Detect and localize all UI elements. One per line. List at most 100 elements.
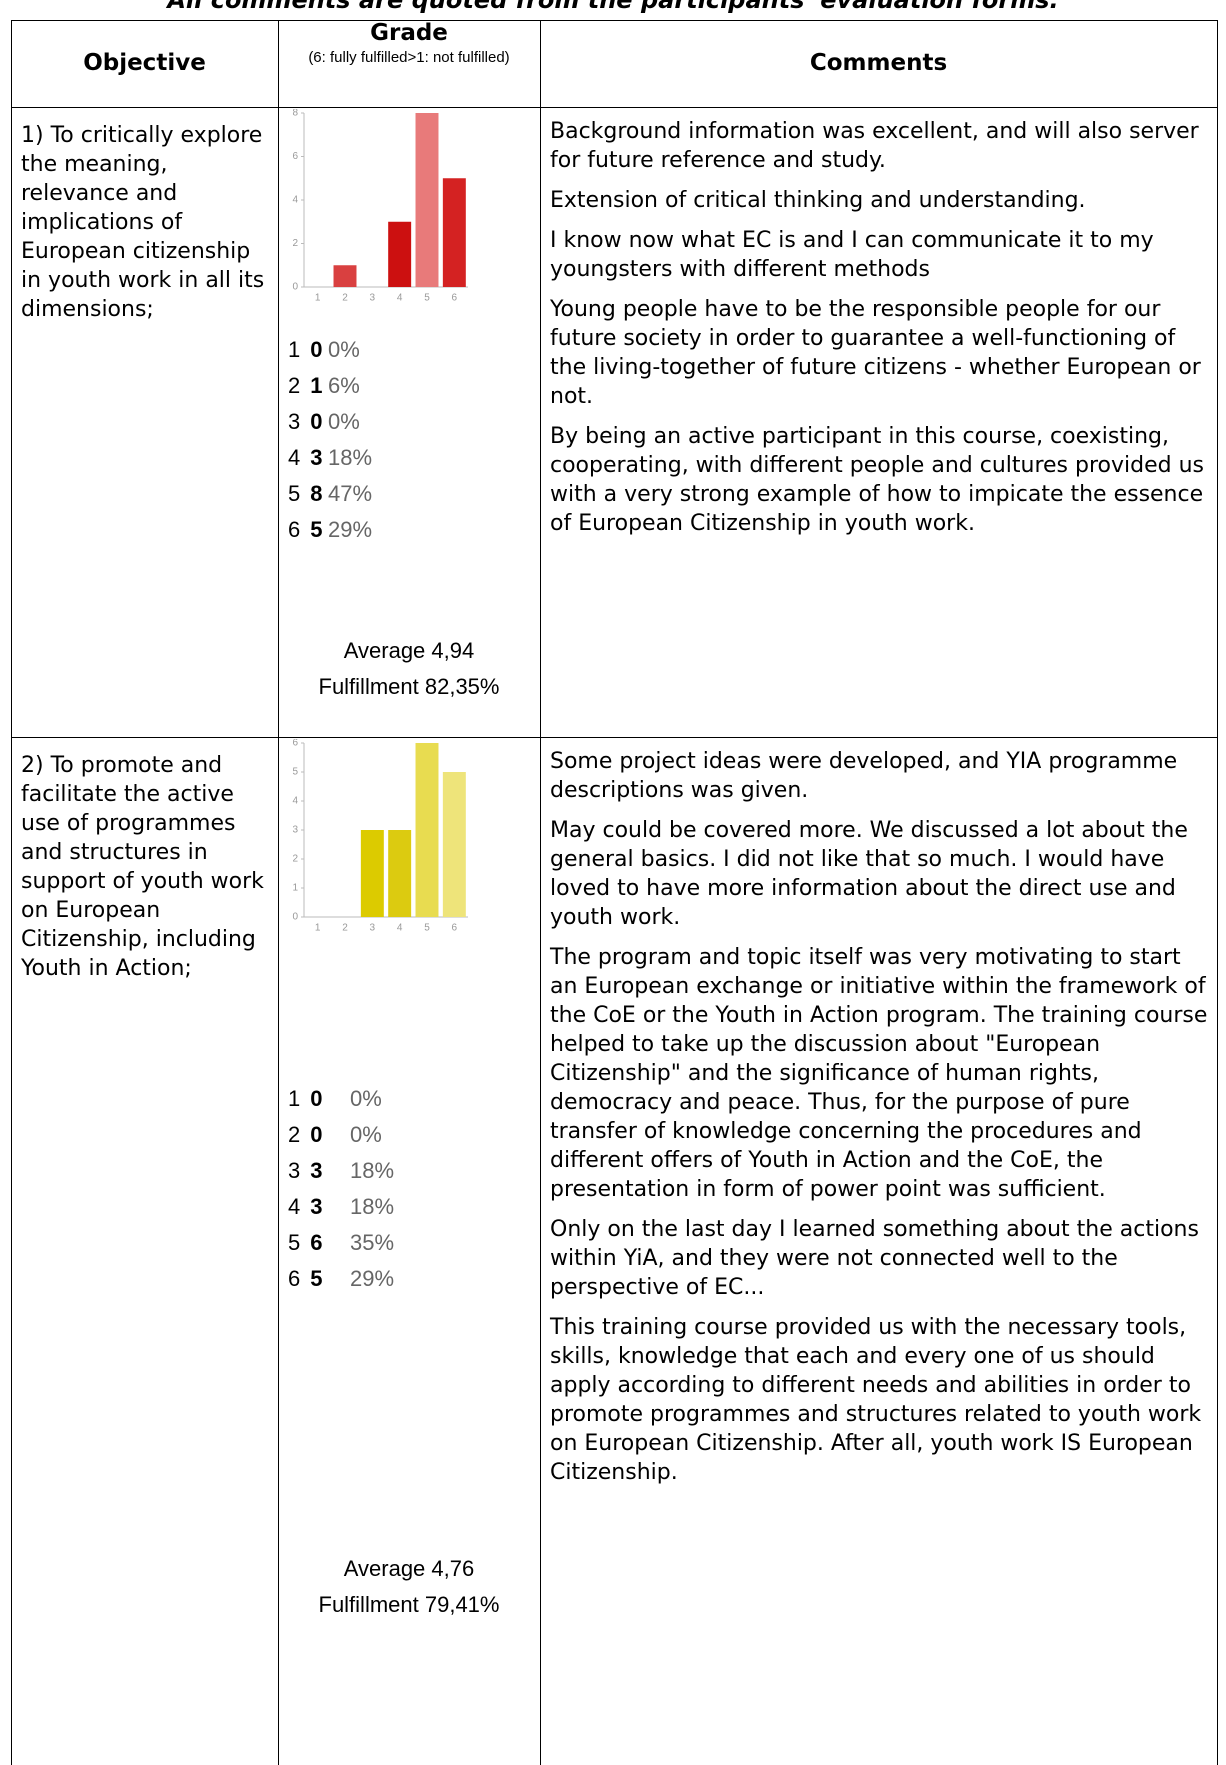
- grade: 2: [288, 373, 301, 398]
- comment: This training course provided us with th…: [550, 1315, 1202, 1485]
- x-tick-label: 2: [342, 923, 348, 934]
- percent: 6%: [328, 373, 360, 398]
- grade: 6: [288, 1266, 301, 1291]
- percent: 18%: [350, 1158, 395, 1183]
- grade-count-row: 4 3 18%: [288, 445, 528, 471]
- count: 6: [310, 1230, 323, 1255]
- count: 3: [310, 445, 323, 470]
- grade-count-row: 4 3 18%: [288, 1194, 528, 1220]
- count: 0: [310, 1086, 323, 1111]
- header-grade: Grade: [370, 20, 448, 46]
- comment: Young people have to be the responsible …: [550, 297, 1201, 409]
- count: 0: [310, 1122, 323, 1147]
- count: 3: [310, 1158, 323, 1183]
- grade-count-row: 3 3 18%: [288, 1158, 528, 1184]
- comment: The program and topic itself was very mo…: [550, 945, 1208, 1202]
- y-tick-label: 5: [292, 767, 298, 778]
- percent: 29%: [328, 517, 373, 542]
- grade: 6: [288, 517, 301, 542]
- y-tick-label: 0: [292, 282, 298, 293]
- comment: I know now what EC is and I can communic…: [550, 228, 1154, 282]
- grade-count-row: 5 6 35%: [288, 1230, 528, 1256]
- average: Average 4,76: [343, 1556, 475, 1581]
- grade-count-row: 6 5 29%: [288, 1266, 528, 1292]
- count: 5: [310, 517, 323, 542]
- fulfillment: Fulfillment 79,41%: [318, 1592, 500, 1617]
- grade: 1: [288, 337, 301, 362]
- y-tick-label: 8: [292, 109, 298, 119]
- table-border: [11, 107, 1218, 108]
- x-tick-label: 5: [424, 923, 430, 934]
- count: 1: [310, 373, 323, 398]
- grade-count-row: 5 8 47%: [288, 481, 528, 507]
- percent: 18%: [328, 445, 373, 470]
- percent: 35%: [350, 1230, 395, 1255]
- y-tick-label: 1: [292, 883, 298, 894]
- grade: 5: [288, 481, 301, 506]
- grade: 2: [288, 1122, 301, 1147]
- percent: 0%: [328, 409, 360, 434]
- table-border: [11, 737, 1218, 738]
- bar: [415, 743, 439, 917]
- header-grade-note: (6: fully fulfilled>1: not fulfilled): [308, 49, 510, 66]
- grade: 5: [288, 1230, 301, 1255]
- note: All comments are quoted from the partici…: [167, 0, 1059, 14]
- grade-count-row: 2 0 0%: [288, 1122, 528, 1148]
- bar: [388, 221, 412, 287]
- grade-count-row: 6 5 29%: [288, 517, 528, 543]
- grade: 3: [288, 1158, 301, 1183]
- bar: [388, 830, 412, 917]
- count: 3: [310, 1194, 323, 1219]
- grade: 4: [288, 1194, 301, 1219]
- bar: [442, 178, 466, 287]
- y-tick-label: 3: [292, 825, 298, 836]
- objective: 1) To critically explore the meaning, re…: [21, 123, 265, 322]
- comments: Background information was excellent, an…: [550, 117, 1213, 549]
- grade: 3: [288, 409, 301, 434]
- comment: Some project ideas were developed, and Y…: [550, 749, 1178, 803]
- percent: 29%: [350, 1266, 395, 1291]
- table-border: [11, 20, 12, 1765]
- comment: May could be covered more. We discussed …: [550, 818, 1188, 930]
- comment: Background information was excellent, an…: [550, 119, 1199, 173]
- percent: 0%: [350, 1086, 382, 1111]
- x-tick-label: 2: [342, 293, 348, 304]
- count: 0: [310, 337, 323, 362]
- bar: [333, 265, 357, 287]
- y-tick-label: 2: [292, 854, 298, 865]
- y-tick-label: 0: [292, 912, 298, 923]
- count: 8: [310, 481, 323, 506]
- comment: Only on the last day I learned something…: [550, 1217, 1199, 1300]
- y-tick-label: 2: [292, 238, 298, 249]
- grade-chart: 0 2 4 6 8 1 2 3 4 5 6: [292, 109, 468, 304]
- x-tick-label: 6: [452, 923, 458, 934]
- bar: [415, 113, 439, 287]
- grade-count-row: 2 1 6%: [288, 373, 528, 399]
- table-border: [278, 20, 279, 1765]
- bar: [360, 830, 384, 917]
- x-tick-label: 4: [397, 293, 403, 304]
- header-objective: Objective: [83, 50, 206, 76]
- header-comments: Comments: [809, 50, 948, 76]
- count: 0: [310, 409, 323, 434]
- grade: 1: [288, 1086, 301, 1111]
- percent: 0%: [350, 1122, 382, 1147]
- bar: [442, 772, 466, 917]
- x-tick-label: 3: [370, 923, 376, 934]
- y-tick-label: 4: [292, 796, 298, 807]
- table-border: [11, 20, 1218, 21]
- comment: Extension of critical thinking and under…: [550, 188, 1086, 213]
- x-tick-label: 1: [315, 293, 321, 304]
- y-tick-label: 6: [292, 739, 298, 749]
- grade-chart: 0 1 2 3 4 5 6 1 2 3 4 5 6: [292, 739, 468, 934]
- grade-count-row: 1 0 0%: [288, 1086, 528, 1112]
- x-tick-label: 1: [315, 923, 321, 934]
- comment: By being an active participant in this c…: [550, 424, 1204, 536]
- percent: 0%: [328, 337, 360, 362]
- objective: 2) To promote and facilitate the active …: [21, 753, 264, 981]
- percent: 18%: [350, 1194, 395, 1219]
- x-tick-label: 3: [370, 293, 376, 304]
- x-tick-label: 6: [452, 293, 458, 304]
- count: 5: [310, 1266, 323, 1291]
